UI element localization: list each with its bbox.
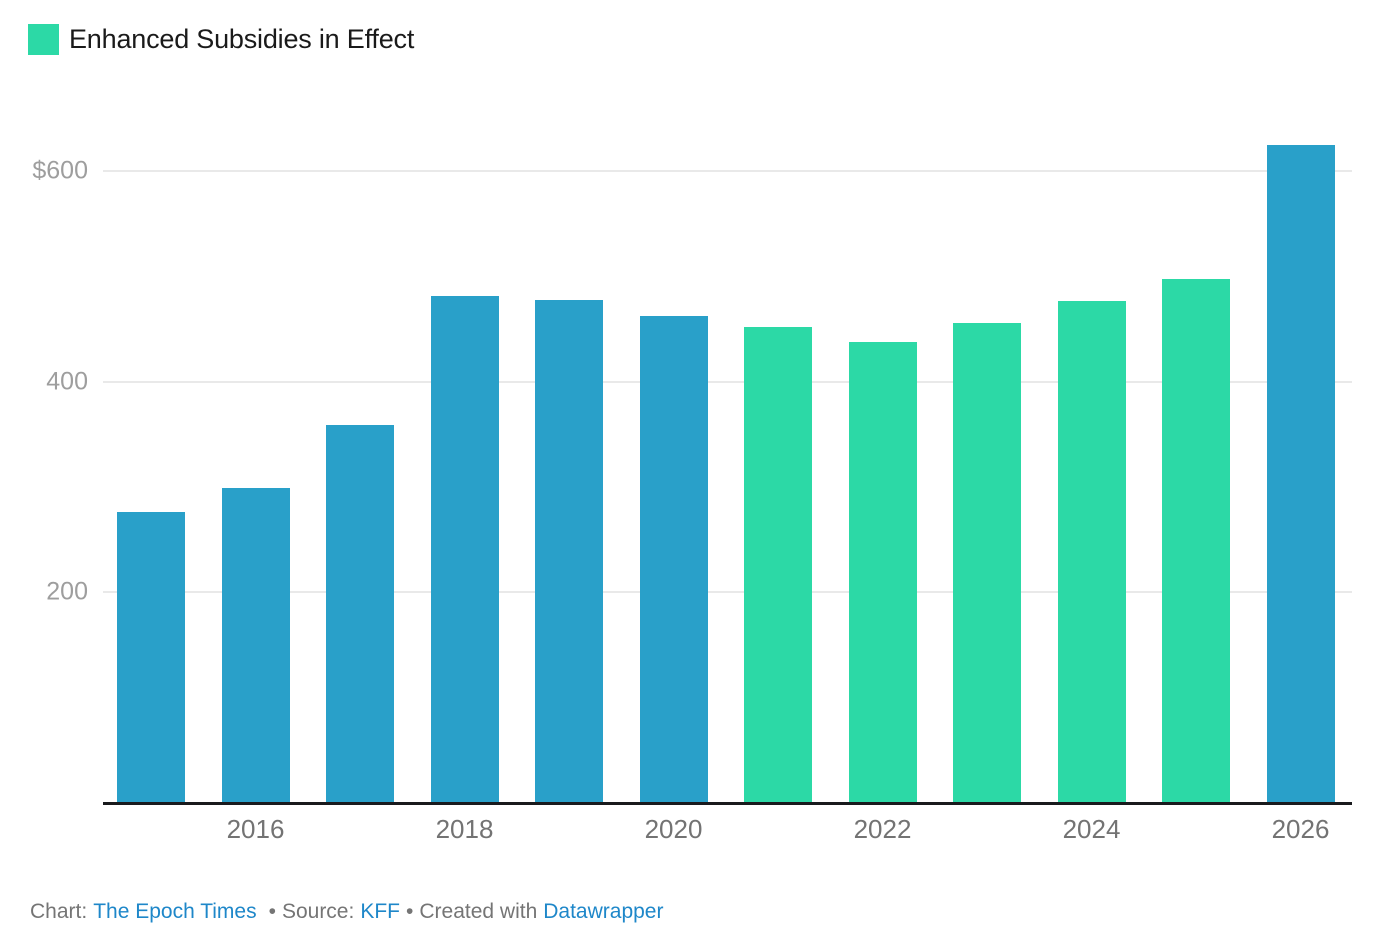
x-axis-tick-label: 2022 xyxy=(853,814,912,844)
attribution-footer: Chart: The Epoch Times • Source: KFF • Created… xyxy=(30,898,663,926)
gridline-600 xyxy=(103,170,1352,172)
x-axis-tick-label: 2020 xyxy=(644,814,703,844)
y-axis-tick-label: 200 xyxy=(46,577,88,606)
x-axis-tick-label: 2018 xyxy=(435,814,494,844)
bar-2025 xyxy=(1162,279,1230,803)
bar-2016 xyxy=(221,488,290,803)
chart-credit-link[interactable]: The Epoch Times xyxy=(93,900,257,923)
bar-2015 xyxy=(117,512,185,803)
gridline-400 xyxy=(103,380,1352,383)
bar-2026 xyxy=(1266,144,1335,803)
bar-2024 xyxy=(1057,300,1126,803)
legend: Enhanced Subsidies in Effect xyxy=(28,24,414,55)
bar-2023 xyxy=(953,322,1021,803)
legend-label: Enhanced Subsidies in Effect xyxy=(69,24,415,54)
bar-2022 xyxy=(848,341,917,803)
source-label: Source: xyxy=(281,900,355,923)
bar-2021 xyxy=(744,326,812,803)
x-axis-tick-label: 2026 xyxy=(1271,814,1330,844)
legend-swatch xyxy=(28,24,59,55)
x-axis-line xyxy=(103,802,1352,805)
bar-2018 xyxy=(430,296,499,803)
tool-link[interactable]: Datawrapper xyxy=(543,900,664,923)
chart-credit-label: Chart: xyxy=(30,900,88,923)
y-axis-tick-label: $600 xyxy=(32,156,88,185)
bar-2017 xyxy=(326,424,394,803)
x-axis-tick-label: 2016 xyxy=(226,814,285,844)
bar-2019 xyxy=(535,299,603,803)
bullet-separator: • xyxy=(406,900,414,923)
created-with-label: Created with xyxy=(419,900,538,923)
bullet-separator: • xyxy=(268,900,276,923)
source-link[interactable]: KFF xyxy=(360,900,400,923)
gridline-200 xyxy=(103,591,1352,594)
bar-2020 xyxy=(639,316,708,803)
y-axis-tick-label: 400 xyxy=(46,367,88,396)
x-axis-tick-label: 2024 xyxy=(1062,814,1121,844)
